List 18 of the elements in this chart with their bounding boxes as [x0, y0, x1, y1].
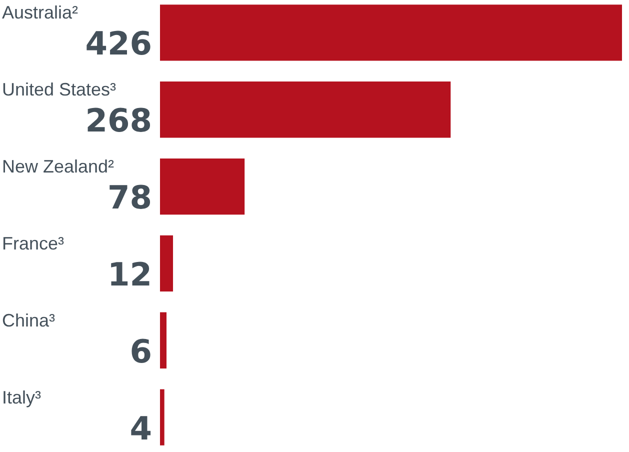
y-tick-label: Australia² [2, 2, 78, 23]
data-label: 426 [85, 24, 152, 63]
y-tick-label: France³ [2, 233, 64, 254]
bar [160, 312, 167, 368]
y-tick-label: Italy³ [2, 387, 42, 408]
bar [160, 235, 174, 292]
bar [160, 4, 622, 61]
y-tick-label: China³ [2, 310, 56, 330]
bar [160, 158, 245, 215]
y-tick-label: United States³ [2, 80, 116, 100]
y-tick-label: New Zealand² [2, 156, 114, 177]
bar [160, 389, 164, 446]
data-label: 268 [85, 102, 152, 140]
data-label: 12 [107, 255, 152, 294]
data-label: 4 [130, 409, 152, 448]
data-label: 78 [107, 178, 152, 217]
bar [160, 82, 451, 138]
data-label: 6 [130, 332, 152, 370]
